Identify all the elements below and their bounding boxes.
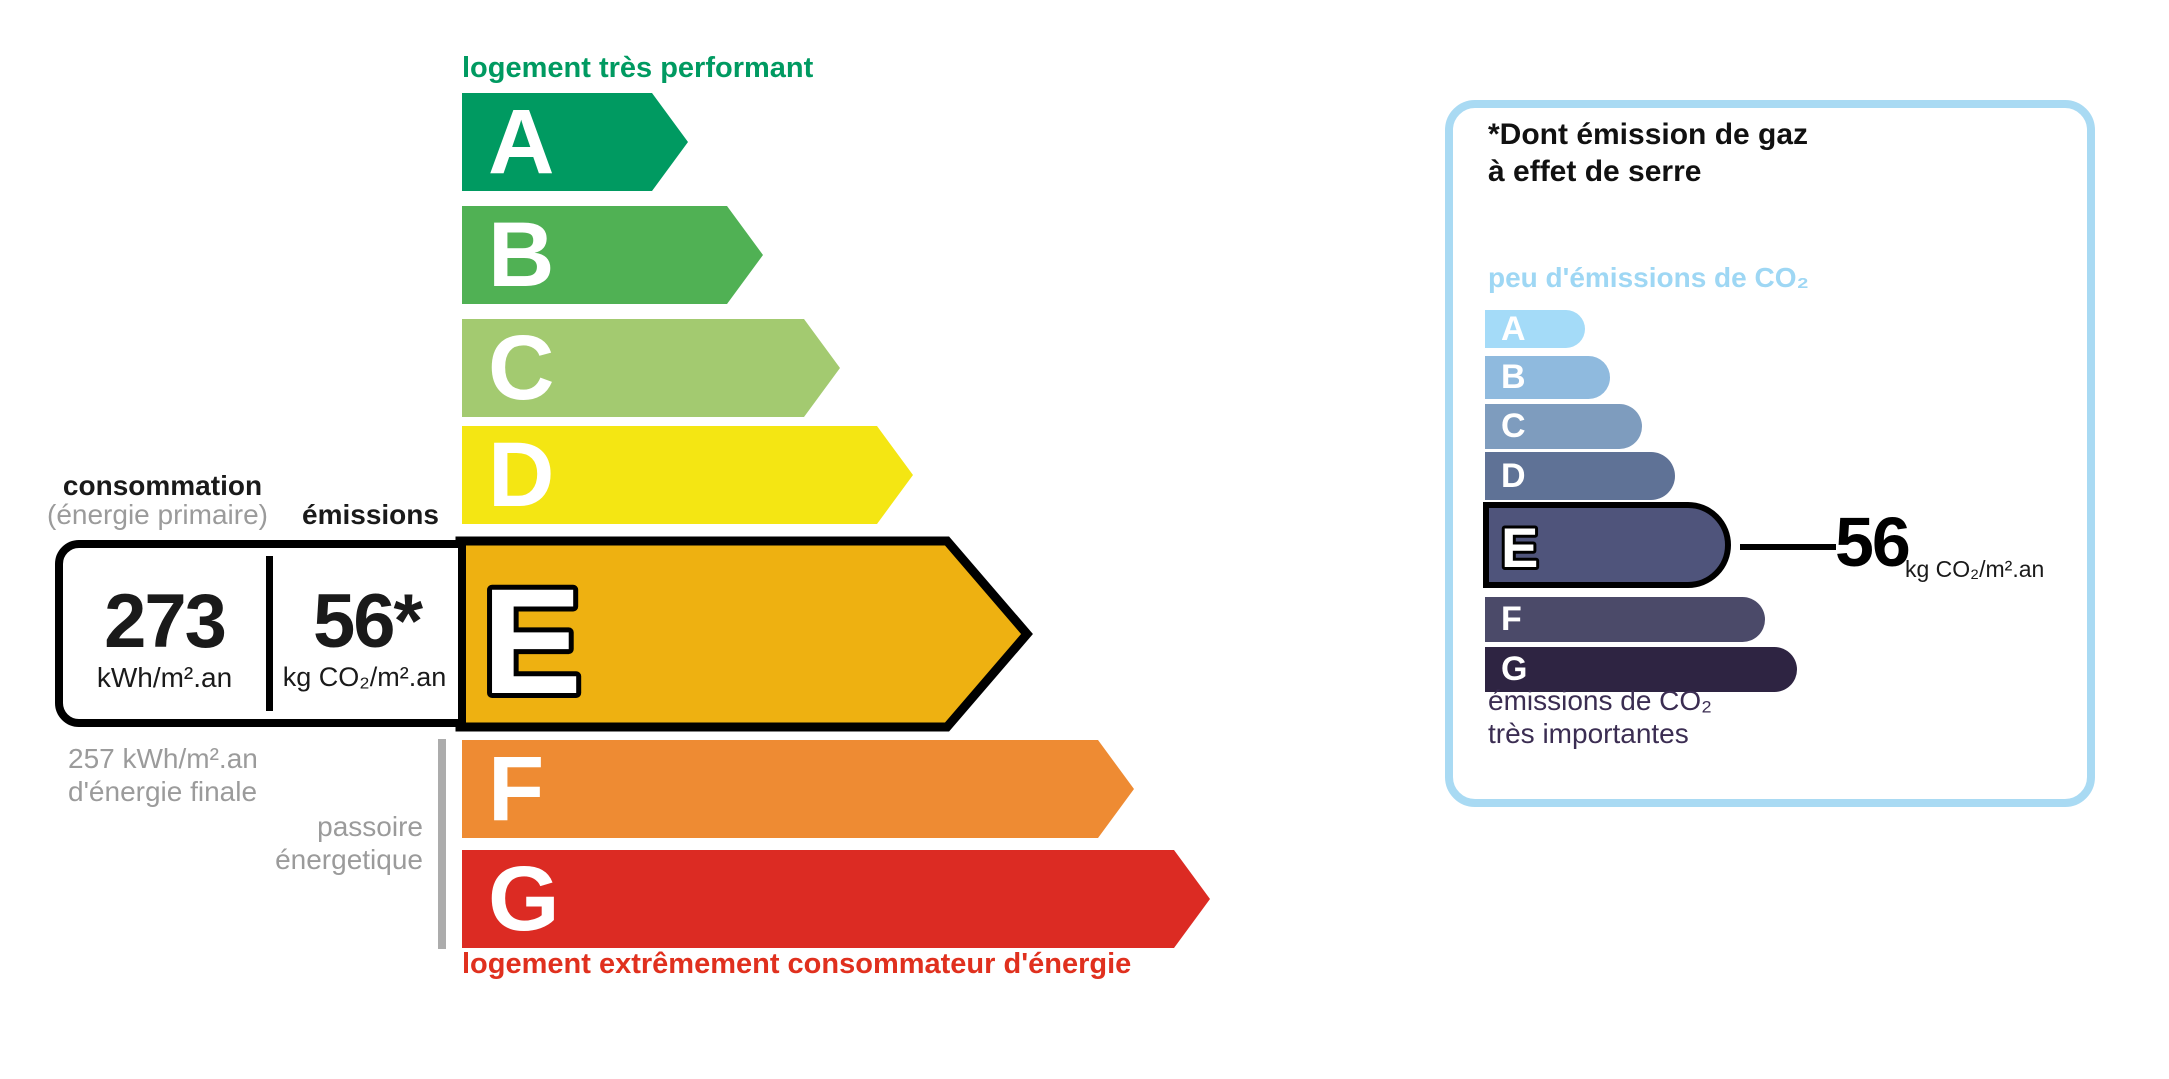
energy-sieve-note-line2: énergetique (275, 844, 423, 875)
co2-panel-title-line2: à effet de serre (1488, 155, 1702, 188)
emissions-label: émissions (302, 499, 439, 530)
co2-class-bar-a: A (1485, 310, 1585, 348)
co2-panel-title-line1: *Dont émission de gaz (1488, 118, 1809, 151)
co2-low-emissions-label: peu d'émissions de CO₂ (1488, 262, 1809, 293)
primary-energy-value: 273 (104, 579, 227, 664)
energy-class-bar-f: F (462, 740, 1134, 838)
energy-sieve-note-line1: passoire (317, 811, 423, 842)
energy-class-bar-e-current: E (455, 536, 1033, 732)
consumption-label: consommation (62, 470, 263, 501)
energy-class-bar-g: G (462, 850, 1210, 948)
final-energy-note-line1: 257 kWh/m².an (68, 743, 258, 774)
ghg-unit: kg CO₂/m².an (282, 662, 447, 692)
energy-class-letter-b: B (488, 203, 555, 306)
co2-class-bar-b: B (1485, 356, 1610, 399)
energy-class-letter-c: C (488, 316, 555, 419)
co2-class-letter-b: B (1501, 358, 1526, 396)
energy-sieve-bracket (438, 739, 446, 949)
final-energy-note-line2: d'énergie finale (68, 776, 258, 807)
energy-class-bar-b: B (462, 206, 763, 304)
energy-class-bar-c: C (462, 319, 840, 417)
primary-energy-label: (énergie primaire) (47, 499, 268, 530)
co2-value-leader-line (1740, 544, 1836, 550)
co2-class-bar-g: G (1485, 647, 1797, 692)
co2-high-emissions-label: émissions de CO₂ très importantes (1488, 684, 1712, 750)
co2-class-bar-f: F (1485, 597, 1765, 642)
ghg-value: 56* (312, 579, 423, 664)
energy-class-letter-a: A (488, 90, 555, 193)
co2-class-bar-d: D (1485, 452, 1675, 500)
rating-value-box (55, 540, 466, 727)
final-energy-note: 257 kWh/m².an d'énergie finale (68, 742, 258, 808)
co2-value-unit: kg CO₂/m².an (1905, 556, 2045, 582)
energy-sieve-note: passoire énergetique (220, 810, 423, 876)
bottom-performance-label: logement extrêmement consommateur d'éner… (462, 948, 1132, 980)
co2-value: 56 (1835, 503, 1911, 581)
co2-high-emissions-line1: émissions de CO₂ (1488, 685, 1713, 716)
co2-class-e-shape (1483, 502, 1731, 588)
value-box-divider (266, 556, 273, 711)
co2-panel-title: *Dont émission de gaz à effet de serre (1488, 116, 1808, 190)
co2-class-letter-a: A (1501, 309, 1526, 348)
co2-high-emissions-line2: très importantes (1488, 718, 1689, 749)
energy-class-letter-g: G (488, 847, 560, 950)
co2-class-letter-f: F (1501, 600, 1522, 638)
energy-class-bar-a: A (462, 93, 688, 191)
co2-class-bar-c: C (1485, 404, 1642, 449)
energy-class-letter-d: D (488, 423, 555, 526)
co2-class-bar-e-current: E (1483, 502, 1731, 588)
energy-class-bar-d: D (462, 426, 913, 524)
energy-class-letter-f: F (488, 737, 545, 840)
top-performance-label: logement très performant (462, 52, 814, 84)
co2-class-letter-d: D (1501, 456, 1526, 495)
co2-class-letter-e: E (1501, 516, 1538, 579)
co2-class-letter-g: G (1501, 650, 1528, 688)
primary-energy-unit: kWh/m².an (96, 662, 233, 693)
energy-class-letter-e: E (482, 557, 582, 725)
co2-class-letter-c: C (1501, 407, 1526, 445)
